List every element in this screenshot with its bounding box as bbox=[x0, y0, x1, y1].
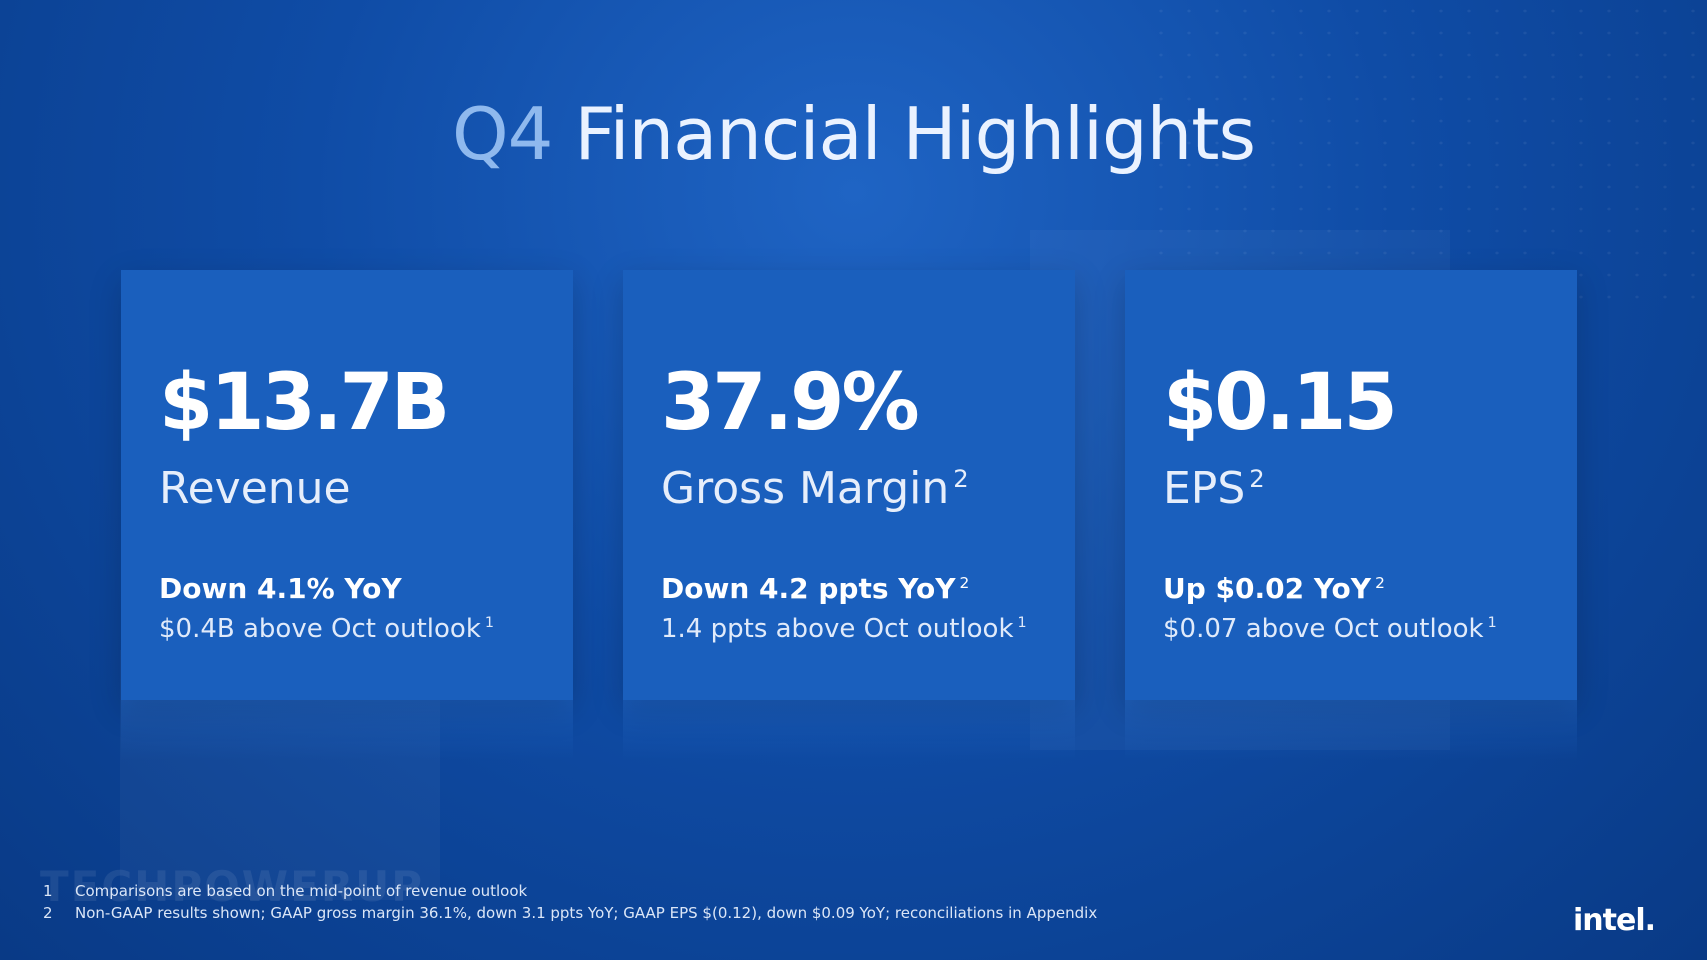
card-value: $0.15 bbox=[1163, 358, 1398, 448]
card-change: Down 4.2 ppts YoY 2 bbox=[661, 575, 969, 603]
footnote-ref: 2 bbox=[1249, 465, 1265, 494]
card-value: $13.7B bbox=[159, 358, 450, 448]
card-label-text: Revenue bbox=[159, 463, 351, 514]
footnote-ref: 1 bbox=[1017, 615, 1027, 632]
card-label-text: Gross Margin bbox=[661, 463, 950, 514]
card-change: Down 4.1% YoY bbox=[159, 575, 402, 603]
background-dot-pattern bbox=[1147, 0, 1707, 300]
card-change: Up $0.02 YoY 2 bbox=[1163, 575, 1385, 603]
watermark: TECHPOWERUP bbox=[40, 862, 425, 911]
revenue-card: $13.7B Revenue Down 4.1% YoY $0.4B above… bbox=[121, 270, 573, 760]
card-value: 37.9% bbox=[661, 358, 920, 448]
card-change-text: Down 4.2 ppts YoY bbox=[661, 572, 956, 605]
footnote-text: Non-GAAP results shown; GAAP gross margi… bbox=[75, 904, 1098, 922]
card-outlook-text: $0.4B above Oct outlook bbox=[159, 614, 481, 644]
card-label-text: EPS bbox=[1163, 463, 1246, 514]
gross-margin-card: 37.9% Gross Margin 2 Down 4.2 ppts YoY 2 1… bbox=[623, 270, 1075, 760]
card-outlook: $0.4B above Oct outlook 1 bbox=[159, 616, 494, 642]
card-outlook-text: $0.07 above Oct outlook bbox=[1163, 614, 1484, 644]
footnote-ref: 2 bbox=[959, 573, 970, 592]
card-label: Gross Margin 2 bbox=[661, 467, 969, 511]
footnote-text: Comparisons are based on the mid-point o… bbox=[75, 882, 528, 900]
footnote-ref: 2 bbox=[1375, 573, 1385, 592]
title-prefix: Q4 bbox=[451, 92, 553, 176]
footnote-ref: 1 bbox=[484, 615, 494, 632]
footnote-item: 1 Comparisons are based on the mid-point… bbox=[43, 880, 1097, 902]
card-outlook: $0.07 above Oct outlook 1 bbox=[1163, 616, 1497, 642]
card-label: Revenue bbox=[159, 467, 351, 511]
card-change-text: Down 4.1% YoY bbox=[159, 572, 402, 605]
footnotes: 1 Comparisons are based on the mid-point… bbox=[43, 880, 1097, 924]
page-title: Q4 Financial Highlights bbox=[0, 92, 1707, 176]
eps-card: $0.15 EPS 2 Up $0.02 YoY 2 $0.07 above Oct… bbox=[1125, 270, 1577, 760]
footnote-ref: 2 bbox=[953, 465, 969, 494]
card-outlook-text: 1.4 ppts above Oct outlook bbox=[661, 614, 1014, 644]
footnote-number: 2 bbox=[43, 904, 53, 922]
intel-logo: intel. bbox=[1572, 903, 1656, 938]
card-label: EPS 2 bbox=[1163, 467, 1265, 511]
footnote-ref: 1 bbox=[1487, 615, 1497, 632]
card-change-text: Up $0.02 YoY bbox=[1163, 572, 1372, 605]
footnote-number: 1 bbox=[43, 882, 53, 900]
title-text: Financial Highlights bbox=[574, 92, 1256, 176]
footnote-item: 2 Non-GAAP results shown; GAAP gross mar… bbox=[43, 902, 1097, 924]
card-outlook: 1.4 ppts above Oct outlook 1 bbox=[661, 616, 1027, 642]
